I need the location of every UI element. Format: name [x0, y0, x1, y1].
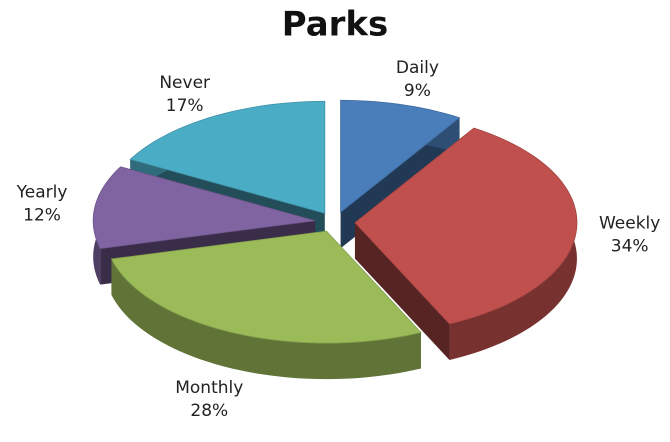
slice-value-label: 17% [166, 96, 204, 116]
slice-label: Weekly [599, 213, 660, 233]
slice-top [129, 100, 326, 214]
slice-label: Never [159, 73, 210, 93]
slice-label: Monthly [175, 378, 243, 398]
slice-label: Yearly [16, 182, 68, 202]
slice-side [354, 222, 450, 360]
slice-top [354, 127, 578, 325]
slice-side [111, 258, 422, 380]
slice-value-label: 9% [404, 81, 431, 101]
slice-value-label: 12% [23, 205, 61, 225]
slice [110, 230, 422, 380]
chart-title: Parks [282, 5, 389, 45]
slice-value-label: 28% [190, 401, 228, 421]
slice-label: Daily [396, 58, 439, 78]
slice [354, 127, 578, 360]
slice-value-label: 34% [611, 236, 649, 256]
slice-top [92, 166, 316, 250]
slice-top [340, 99, 461, 214]
slice-top [110, 230, 422, 344]
